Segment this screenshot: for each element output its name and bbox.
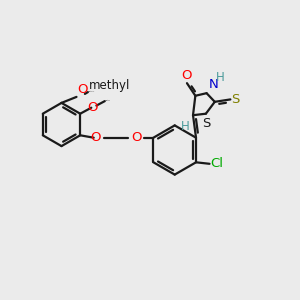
Text: Cl: Cl — [210, 157, 223, 170]
Text: methyl: methyl — [106, 99, 111, 101]
Text: O: O — [90, 131, 101, 144]
Text: methoxy: methoxy — [89, 91, 95, 92]
Text: H: H — [216, 71, 224, 84]
Text: O: O — [88, 100, 98, 114]
Text: S: S — [202, 117, 211, 130]
Text: O: O — [131, 131, 141, 144]
Text: O: O — [77, 83, 88, 96]
Text: N: N — [209, 78, 219, 91]
Text: methyl: methyl — [88, 79, 130, 92]
Text: S: S — [232, 93, 240, 106]
Text: O: O — [181, 69, 192, 82]
Text: H: H — [181, 120, 189, 133]
